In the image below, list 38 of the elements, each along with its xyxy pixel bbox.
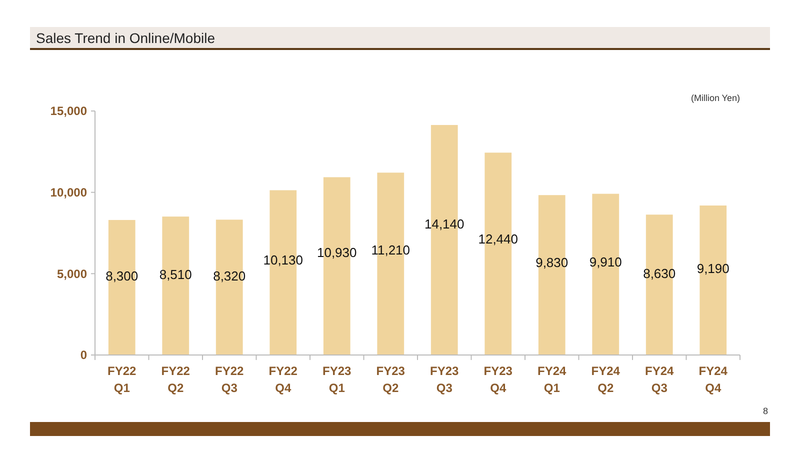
x-tick-label: FY22 Q3 <box>215 364 244 395</box>
x-tick-label: FY23 Q3 <box>430 364 460 395</box>
bar <box>538 195 566 355</box>
x-tick-label: FY23 Q4 <box>484 364 513 395</box>
text: 8 <box>762 406 768 416</box>
x-tick-label: FY24 Q4 <box>698 364 728 395</box>
data-label: 10,930 <box>316 245 357 260</box>
bar <box>592 194 620 355</box>
x-tick-label: FY24 Q3 <box>645 364 674 395</box>
x-tick-label: FY24 Q1 <box>538 364 567 395</box>
data-label: 12,440 <box>478 232 518 247</box>
x-tick-label: FY24 Q2 <box>591 364 620 395</box>
x-tick-label: FY23 Q2 <box>376 364 406 395</box>
data-label: 11,210 <box>371 242 410 258</box>
bar <box>162 216 190 355</box>
data-label: 8,630 <box>643 266 676 281</box>
data-label: 8,320 <box>213 268 246 284</box>
x-tick-label: FY22 Q4 <box>268 364 298 395</box>
bar <box>108 220 136 355</box>
data-label: 10,130 <box>263 252 304 268</box>
data-label: 8,510 <box>159 266 192 282</box>
data-label: 9,910 <box>589 254 622 270</box>
y-tick-label: 15,000 <box>50 104 88 118</box>
y-axis-title: (Million Yen) <box>690 93 740 103</box>
x-tick-label: FY23 Q1 <box>322 364 352 395</box>
y-tick-label: 10,000 <box>50 186 88 200</box>
chart-title: Sales Trend in Online/Mobile <box>36 30 216 46</box>
bar <box>700 206 727 355</box>
x-tick-label: FY22 Q2 <box>161 364 190 395</box>
data-label: 8,300 <box>106 268 138 284</box>
data-label: 14,140 <box>424 216 464 232</box>
data-label: 9,830 <box>536 255 568 270</box>
y-tick-label: 5,000 <box>56 266 88 281</box>
bar <box>216 220 243 355</box>
data-label: 9,190 <box>696 260 730 276</box>
y-tick-label: 0 <box>80 348 88 362</box>
bar <box>646 214 673 355</box>
x-tick-label: FY22 Q1 <box>108 364 137 395</box>
